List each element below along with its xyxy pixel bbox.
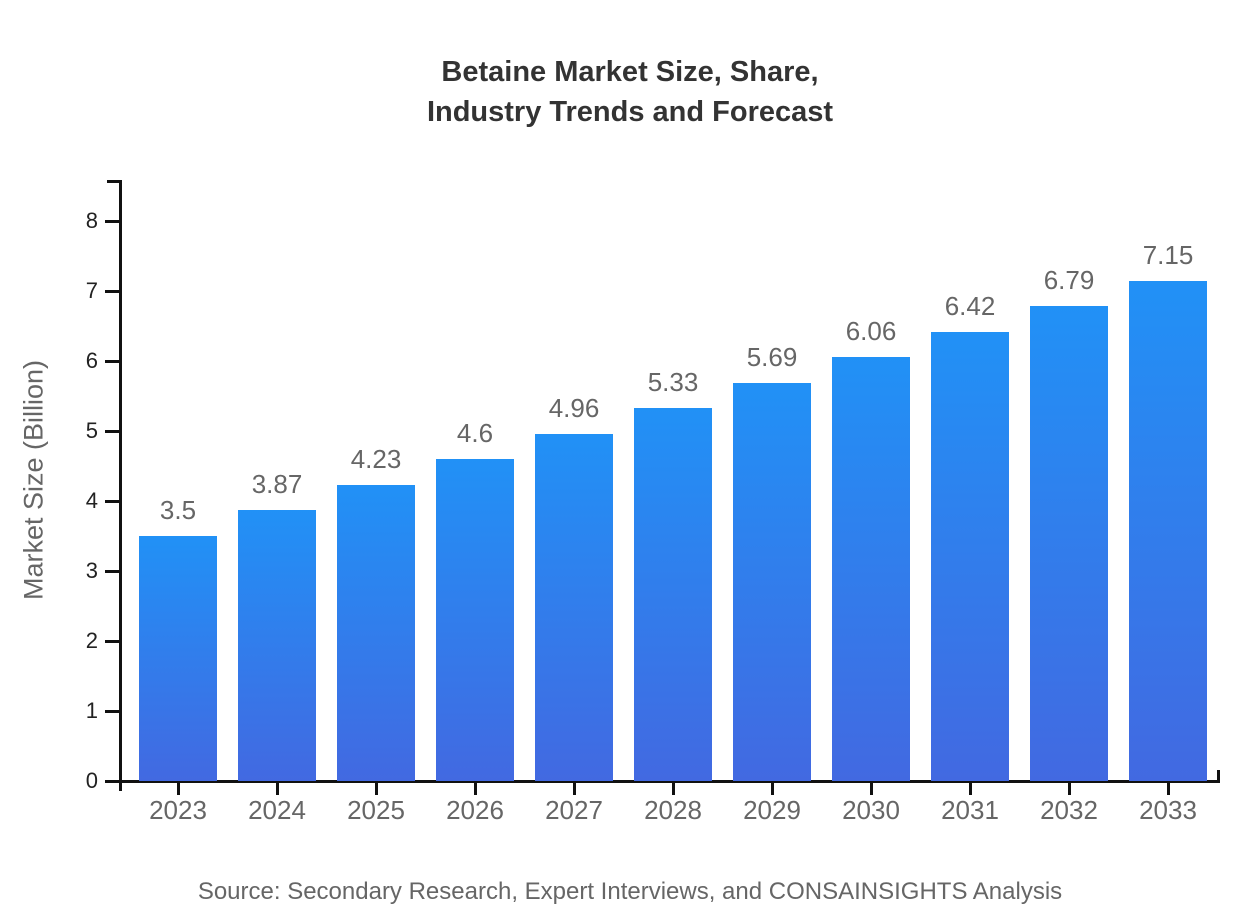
y-tick-label: 1: [85, 698, 98, 723]
bar-value-label: 6.06: [845, 315, 897, 346]
chart-title-line2: Industry Trends and Forecast: [426, 96, 834, 128]
y-tick-mark: [105, 639, 120, 643]
bar-value-label: 4.6: [456, 418, 494, 448]
bar-value-label: 5.33: [647, 366, 699, 397]
bar-value-label: 5.69: [746, 341, 798, 372]
x-tick-label: 2024: [248, 795, 306, 825]
x-tick-mark: [968, 782, 972, 795]
x-tick-label: 2023: [149, 795, 207, 825]
bar: [436, 459, 514, 781]
bar-value-label: 3.87: [251, 469, 303, 500]
bar: [733, 382, 811, 781]
x-axis-end-cap: [1217, 770, 1220, 781]
y-tick-mark: [105, 569, 120, 573]
bar: [832, 356, 910, 781]
bar-value-label: 4.23: [350, 443, 402, 474]
x-tick-mark: [1166, 782, 1170, 795]
bar: [535, 433, 613, 781]
bar-value-label: 4.96: [548, 392, 600, 423]
x-tick-mark: [671, 782, 675, 795]
y-tick-mark: [105, 779, 120, 783]
y-tick-label: 4: [85, 488, 98, 513]
y-tick-mark: [105, 289, 120, 293]
y-axis-title: Market Size (Billion): [18, 359, 49, 601]
x-tick-label: 2030: [842, 795, 900, 825]
y-tick-label: 8: [85, 208, 98, 233]
x-tick-label: 2032: [1040, 795, 1098, 825]
x-tick-label: 2029: [743, 795, 801, 825]
y-tick-mark: [105, 359, 120, 363]
x-tick-mark: [374, 782, 378, 795]
bar: [1129, 280, 1207, 781]
chart-title-line1: Betaine Market Size, Share,: [441, 56, 819, 88]
y-tick-label: 0: [85, 768, 98, 793]
x-axis-line: [118, 779, 1220, 783]
bar: [238, 510, 316, 781]
x-tick-label: 2027: [545, 795, 603, 825]
y-tick-label: 6: [85, 348, 98, 373]
bar: [931, 331, 1009, 781]
bar-value-label: 7.15: [1142, 239, 1194, 270]
chart-title: Betaine Market Size, Share, Industry Tre…: [0, 52, 1260, 132]
x-tick-mark: [572, 782, 576, 795]
y-tick-label: 3: [85, 558, 98, 583]
source-attribution: Source: Secondary Research, Expert Inter…: [197, 878, 1063, 905]
x-tick-mark: [275, 782, 279, 795]
x-tick-label: 2031: [941, 795, 999, 825]
bar-value-label: 3.5: [159, 495, 197, 525]
y-tick-label: 5: [85, 418, 98, 443]
bar-value-label: 6.42: [944, 290, 996, 321]
y-tick-mark: [105, 709, 120, 713]
bar: [1030, 305, 1108, 781]
x-tick-mark: [869, 782, 873, 795]
x-tick-mark: [770, 782, 774, 795]
x-tick-label: 2028: [644, 795, 702, 825]
y-axis-line: [118, 180, 122, 791]
x-tick-mark: [1067, 782, 1071, 795]
x-tick-mark: [176, 782, 180, 795]
y-tick-mark: [105, 499, 120, 503]
y-axis-end-cap: [107, 180, 120, 183]
x-tick-mark: [473, 782, 477, 795]
y-tick-mark: [105, 219, 120, 223]
x-tick-label: 2033: [1139, 795, 1197, 825]
y-tick-mark: [105, 429, 120, 433]
bar-value-label: 6.79: [1043, 264, 1095, 295]
bar: [337, 484, 415, 781]
x-tick-label: 2026: [446, 795, 504, 825]
y-tick-label: 7: [85, 278, 98, 303]
bar: [634, 407, 712, 781]
x-tick-label: 2025: [347, 795, 405, 825]
bar: [139, 536, 217, 781]
y-tick-label: 2: [85, 628, 98, 653]
